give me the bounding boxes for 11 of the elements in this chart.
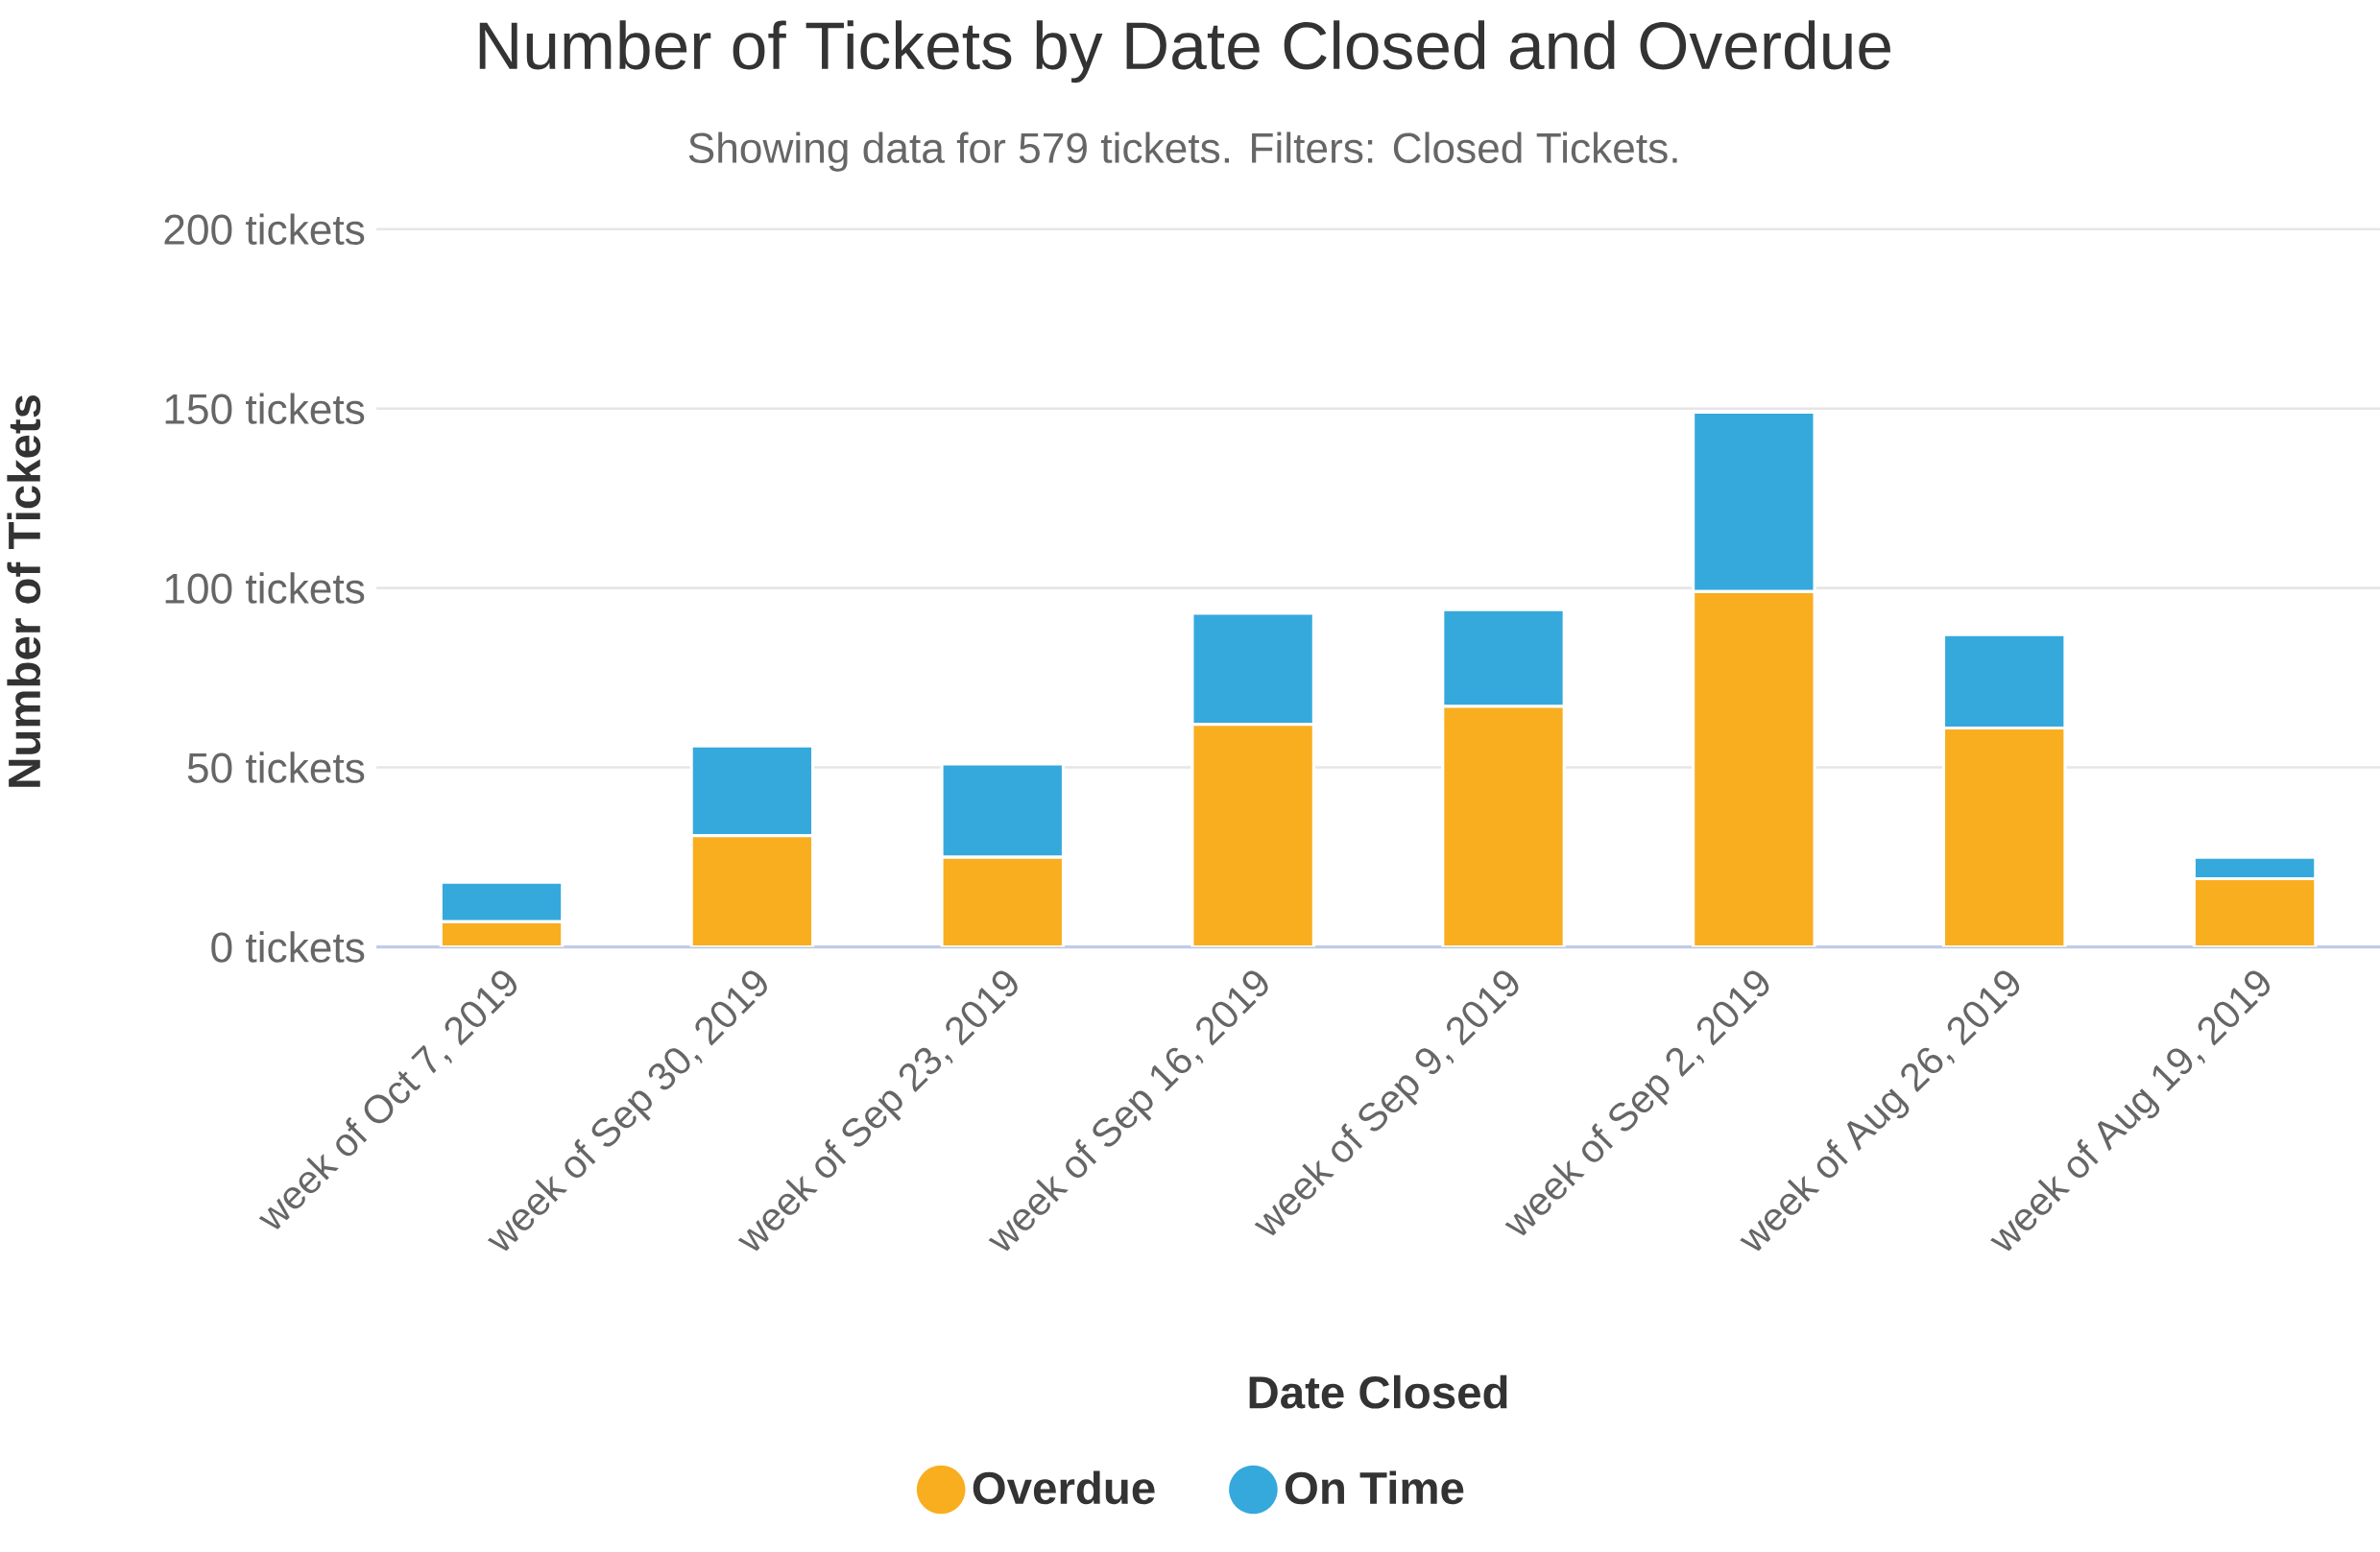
y-tick-label: 150 tickets <box>165 393 365 424</box>
y-tick-label: 50 tickets <box>187 752 365 783</box>
y-tick-label: 0 tickets <box>211 931 365 963</box>
y-tick-label: 200 tickets <box>164 213 365 245</box>
legend-label: Overdue <box>973 1470 1155 1505</box>
y-tick-label: 100 tickets <box>165 572 365 604</box>
x-axis-title: Date Closed <box>1249 1374 1507 1409</box>
legend-label: On Time <box>1285 1470 1464 1505</box>
chart-title: Number of Tickets by Date Closed and Overdue <box>479 20 1890 83</box>
chart-subtitle: Showing data for 579 tickets. Filters: Closed Tickets. <box>688 131 1677 172</box>
y-axis-title: Number of Tickets <box>7 394 41 787</box>
